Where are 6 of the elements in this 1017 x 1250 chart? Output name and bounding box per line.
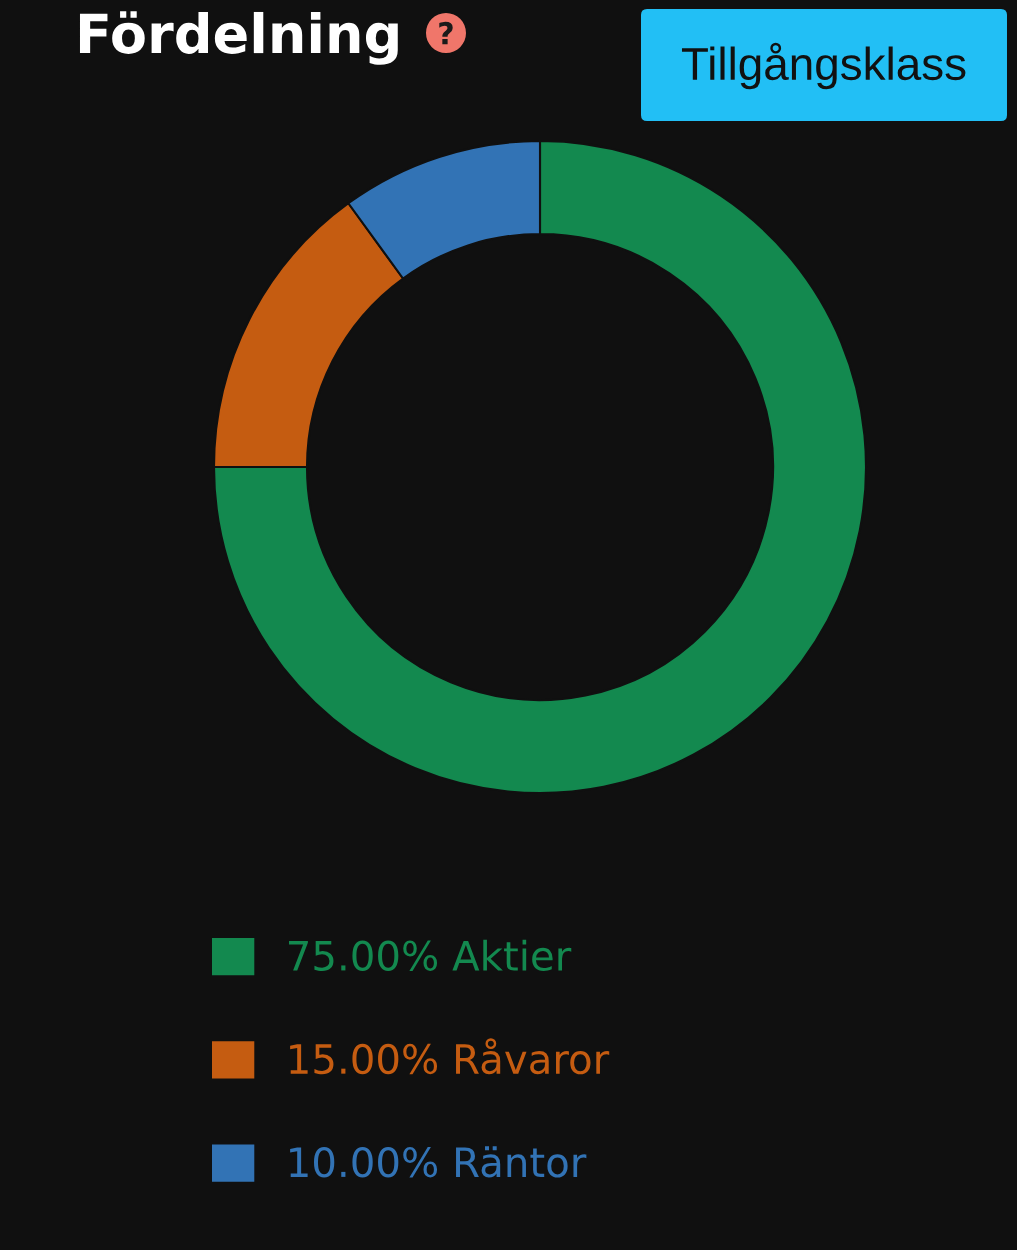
- chart-title: Fördelning: [79, 11, 398, 65]
- legend-label: 75.00% Aktier: [289, 939, 572, 971]
- legend-label: 10.00% Räntor: [290, 1146, 587, 1178]
- donut-slice: [212, 139, 868, 795]
- text: Tillgångsklass: [681, 42, 966, 90]
- legend-label: 15.00% Råvaror: [290, 1038, 610, 1075]
